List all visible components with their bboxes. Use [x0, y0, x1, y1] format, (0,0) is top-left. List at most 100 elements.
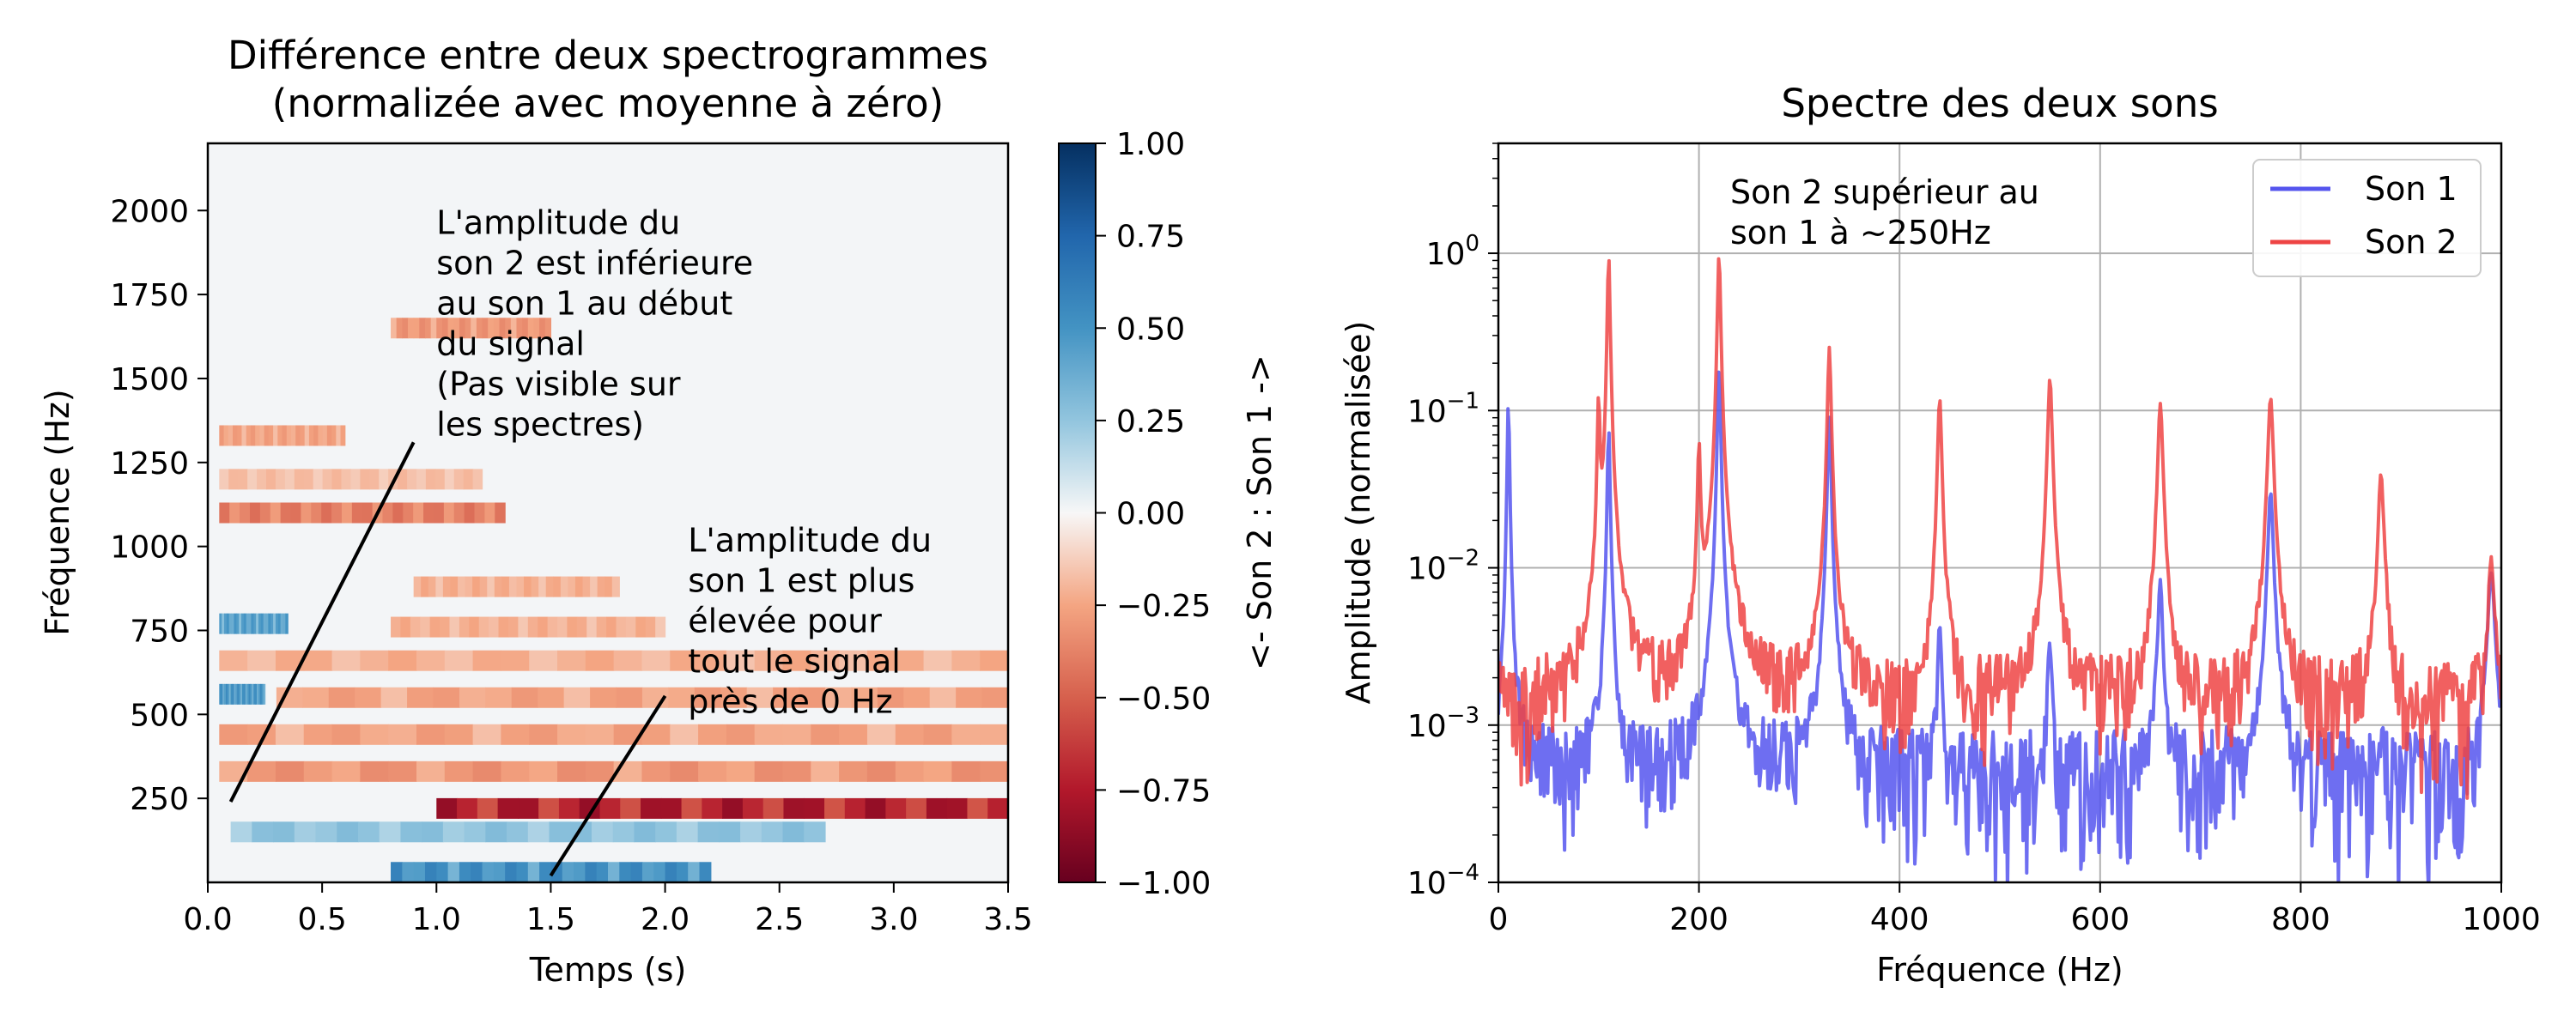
heatmap-cell	[811, 760, 840, 782]
heatmap-cell	[326, 425, 332, 446]
heatmap-cell	[284, 469, 295, 490]
heatmap-cell	[222, 613, 225, 634]
heatmap-cell	[275, 724, 305, 745]
heatmap-cell	[527, 821, 550, 843]
heatmap-cell	[283, 613, 286, 634]
heatmap-cell	[498, 616, 509, 638]
heatmap-cell	[223, 425, 229, 446]
heatmap-cell	[726, 760, 756, 782]
heatmap-cell	[249, 502, 261, 524]
heatmap-cell	[641, 797, 662, 819]
heatmap-cell	[436, 862, 449, 882]
heatmap-cell	[586, 616, 598, 638]
heatmap-cell	[527, 616, 538, 638]
heatmap-cell	[234, 613, 237, 634]
heatmap-cell	[839, 724, 868, 745]
heatmap-cell	[228, 613, 233, 634]
heatmap-cell	[408, 318, 415, 339]
heatmap-cell	[956, 687, 983, 708]
heatmap-cell	[635, 616, 647, 638]
heatmap-cell	[557, 724, 586, 745]
heatmap-x-tick-label: 1.0	[412, 902, 461, 937]
heatmap-cell	[865, 797, 886, 819]
heatmap-cell	[453, 469, 465, 490]
heatmap-cell	[479, 576, 488, 597]
heatmap-cell	[501, 760, 530, 782]
heatmap-cell	[634, 821, 656, 843]
heatmap-cell	[505, 318, 512, 339]
heatmap-cell	[591, 821, 614, 843]
heatmap-cell	[516, 862, 529, 882]
heatmap-cell	[237, 425, 243, 446]
heatmap-cell	[524, 576, 532, 597]
heatmap-cell	[396, 318, 403, 339]
heatmap-cell	[268, 425, 274, 446]
heatmap-cell	[250, 425, 256, 446]
spectrum-y-tick-label: 10−1	[1407, 388, 1479, 429]
heatmap-cell	[742, 797, 764, 819]
heatmap-cell	[277, 613, 282, 634]
heatmap-cell	[681, 797, 702, 819]
heatmap-cell	[469, 616, 480, 638]
heatmap-cell	[493, 318, 501, 339]
heatmap-y-tick-label: 1000	[110, 530, 189, 566]
heatmap-cell	[282, 425, 288, 446]
heatmap-cell	[419, 318, 426, 339]
heatmap-cell	[222, 683, 225, 705]
annotation-2-line: tout le signal	[688, 643, 901, 681]
heatmap-cell	[585, 862, 598, 882]
annotation-2-line: son 1 est plus	[688, 562, 914, 600]
heatmap-cell	[811, 724, 840, 745]
heatmap-cell	[433, 502, 445, 524]
heatmap-cell	[331, 760, 361, 782]
heatmap-cell	[698, 760, 727, 782]
heatmap-cell	[442, 576, 452, 597]
heatmap-cell	[761, 821, 784, 843]
heatmap-cell	[416, 760, 446, 782]
heatmap-cell	[429, 616, 440, 638]
heatmap-cell	[407, 687, 434, 708]
spectrum-x-axis: 0 200 400 600 800 1000	[1489, 882, 2541, 937]
heatmap-x-tick-label: 1.5	[526, 902, 575, 937]
heatmap-cell	[230, 821, 252, 843]
heatmap-cell	[361, 502, 374, 524]
heatmap-cell	[493, 862, 506, 882]
heatmap-cell	[447, 318, 454, 339]
heatmap-cell	[253, 613, 257, 634]
colorbar-tick-label: 0.75	[1116, 220, 1185, 255]
heatmap-cell	[558, 797, 580, 819]
heatmap-cell	[544, 318, 552, 339]
spectrum-legend: Son 1 Son 2	[2252, 159, 2482, 277]
heatmap-cell	[433, 687, 460, 708]
heatmap-cell	[533, 318, 540, 339]
annotation-2-line: L'amplitude du	[688, 522, 932, 560]
colorbar-tick-label: −0.50	[1116, 682, 1211, 717]
heatmap-cell	[273, 425, 278, 446]
heatmap-panel: Différence entre deux spectrogrammes (no…	[39, 33, 1033, 989]
heatmap-cell	[484, 502, 495, 524]
heatmap-cell	[472, 760, 502, 782]
heatmap-cell	[331, 502, 343, 524]
heatmap-cell	[268, 613, 271, 634]
heatmap-cell	[413, 502, 424, 524]
spectrum-ylabel: Amplitude (normalisée)	[1340, 321, 1377, 705]
heatmap-cell	[702, 797, 723, 819]
heatmap-cell	[441, 318, 449, 339]
heatmap-cell	[582, 576, 591, 597]
heatmap-cell	[423, 502, 434, 524]
heatmap-cell	[421, 576, 429, 597]
heatmap-cell	[464, 502, 476, 524]
heatmap-cell	[382, 502, 394, 524]
heatmap-cell	[235, 683, 238, 705]
heatmap-cell	[606, 616, 617, 638]
heatmap-cell	[219, 425, 225, 446]
heatmap-cell	[422, 821, 444, 843]
heatmap-cell	[464, 821, 486, 843]
heatmap-cell	[449, 616, 460, 638]
heatmap-cell	[340, 425, 346, 446]
heatmap-cell	[350, 469, 361, 490]
heatmap-cell	[379, 821, 402, 843]
heatmap-cell	[720, 687, 748, 708]
heatmap-cell	[263, 613, 267, 634]
heatmap-cell	[722, 797, 744, 819]
